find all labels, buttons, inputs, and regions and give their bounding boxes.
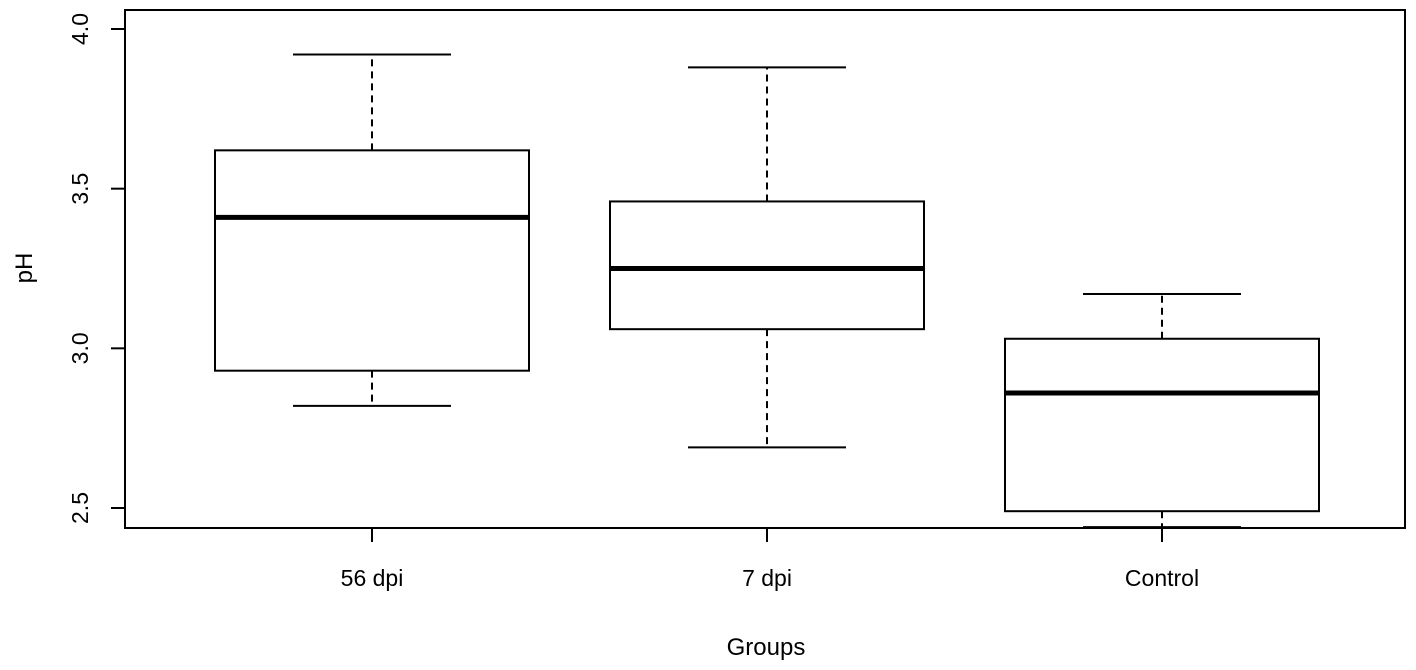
- y-tick-label-2: 3.5: [67, 173, 93, 205]
- box-1: [609, 200, 925, 331]
- plot-frame: [124, 9, 1406, 529]
- box-0: [214, 149, 530, 372]
- y-tick-label-3: 4.0: [67, 13, 93, 45]
- y-tick-label-1: 3.0: [67, 332, 93, 364]
- x-tick-label-0: 56 dpi: [341, 565, 404, 591]
- y-tick-label-0: 2.5: [67, 492, 93, 524]
- box-2: [1004, 337, 1320, 513]
- x-axis-title: Groups: [727, 634, 806, 661]
- x-tick-label-1: 7 dpi: [742, 565, 792, 591]
- plot-layer: 2.5 3.0 3.5 4.0 56 dpi 7 dpi Control: [67, 9, 1406, 591]
- x-tick-label-2: Control: [1125, 565, 1199, 591]
- y-axis-title: pH: [11, 253, 38, 284]
